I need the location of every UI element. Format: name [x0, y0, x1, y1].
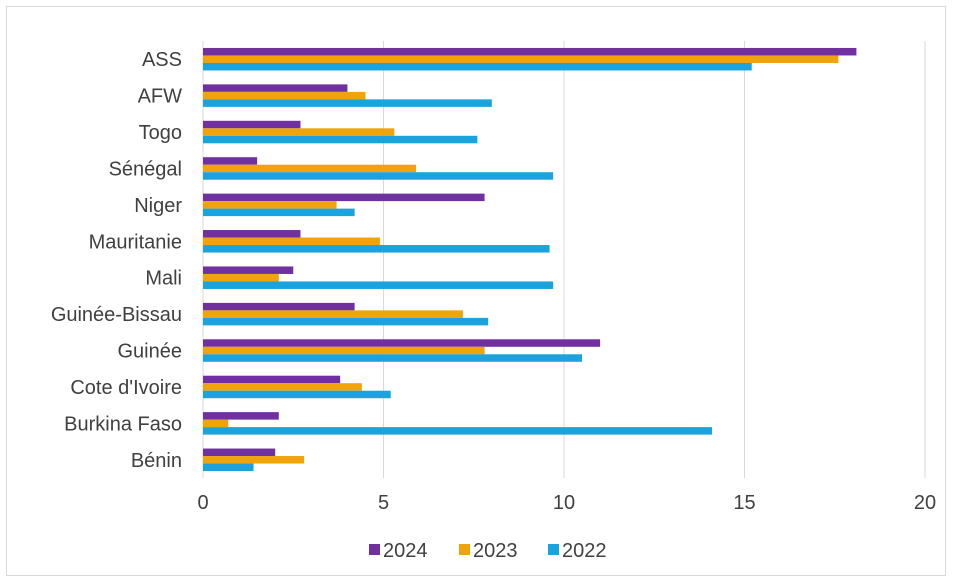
bar-2022 [203, 62, 752, 71]
bar-2022 [203, 245, 550, 253]
gridlines [202, 41, 926, 478]
legend-label: 2022 [562, 540, 607, 562]
legend-swatch-2023 [459, 544, 470, 555]
bar-2022 [203, 354, 583, 362]
bar-2024 [203, 230, 301, 238]
bar-2023 [203, 237, 380, 246]
legend: 2024 2023 2022 [369, 540, 607, 562]
bar-2022 [203, 281, 554, 289]
category-label: Bénin [131, 450, 182, 472]
category-label: Sénégal [109, 158, 182, 180]
bar-2024 [203, 448, 276, 457]
bar-2022 [203, 463, 254, 472]
bar-2022 [203, 390, 391, 399]
bar-2024 [203, 84, 348, 92]
bar-2024 [203, 339, 601, 347]
category-label: Togo [139, 122, 182, 144]
category-label: Niger [134, 195, 182, 217]
bar-2023 [203, 310, 463, 318]
bar-2024 [203, 157, 258, 165]
bar-2022 [203, 99, 492, 107]
bar-2023 [203, 383, 362, 391]
category-label: Guinée-Bissau [51, 304, 182, 326]
bar-2023 [203, 346, 485, 355]
x-tick-label: 0 [197, 492, 208, 514]
category-label: Guinée [118, 341, 183, 363]
category-label: Mali [145, 268, 182, 290]
bar-2024 [203, 266, 294, 274]
bar-2023 [203, 273, 279, 282]
bar-2024 [203, 47, 857, 56]
bar-2023 [203, 91, 366, 100]
bar-2023 [203, 201, 337, 209]
bar-2024 [203, 120, 301, 129]
bars [203, 47, 857, 472]
x-tick-label: 10 [553, 492, 575, 514]
category-label: Cote d'Ivoire [70, 377, 182, 399]
legend-label: 2024 [383, 540, 428, 562]
bar-2024 [203, 412, 279, 420]
bar-2023 [203, 456, 305, 464]
legend-swatch-2024 [369, 544, 380, 555]
bar-2022 [203, 172, 554, 180]
bar-2023 [203, 55, 839, 63]
bar-2022 [203, 317, 489, 326]
bar-2023 [203, 128, 395, 136]
x-tick-labels: 0 5 10 15 20 [197, 492, 936, 514]
bar-2024 [203, 193, 485, 202]
bar-2022 [203, 208, 355, 217]
category-label: Mauritanie [89, 231, 182, 253]
category-label: Burkina Faso [64, 413, 182, 435]
legend-swatch-2022 [548, 544, 559, 555]
x-tick-label: 5 [378, 492, 389, 514]
bar-2023 [203, 419, 229, 428]
bar-2024 [203, 302, 355, 311]
legend-label: 2023 [473, 540, 518, 562]
category-label: ASS [142, 49, 182, 71]
x-tick-label: 15 [733, 492, 755, 514]
bar-2024 [203, 375, 341, 384]
bar-2023 [203, 164, 416, 173]
category-labels: ASS AFW Togo Sénégal Niger Mauritanie Mali Guin… [51, 49, 183, 472]
x-tick-label: 20 [914, 492, 936, 514]
category-label: AFW [138, 86, 183, 108]
bar-2022 [203, 427, 713, 435]
bar-2022 [203, 135, 478, 144]
